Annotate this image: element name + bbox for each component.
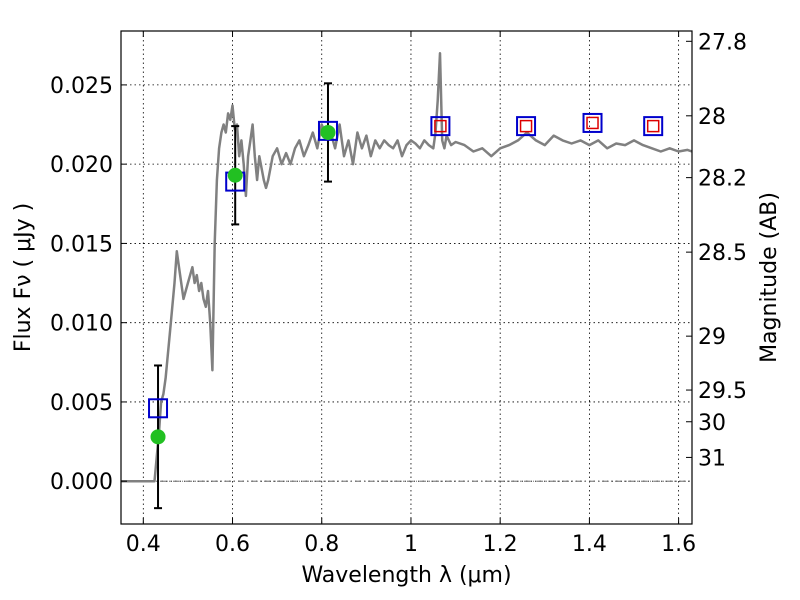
y2-tick-label: 30 [698, 411, 726, 436]
model-point-square [643, 116, 664, 137]
model-point-square [430, 116, 451, 137]
grid-lines [121, 31, 692, 524]
y-axis-label: Flux Fν ( μJy ) [11, 203, 36, 352]
plot-frame [120, 30, 693, 525]
x-tick-label: 1 [404, 532, 418, 557]
x-tick-label: 0.4 [126, 532, 161, 557]
x-tick-label: 1.6 [661, 532, 696, 557]
x-tick-label: 1.4 [572, 532, 607, 557]
y2-tick-label: 29 [698, 325, 726, 350]
y2-tick-label: 27.8 [698, 30, 747, 55]
y2-tick-label: 31 [698, 446, 726, 471]
y2-tick-label: 29.5 [698, 379, 747, 404]
y2-tick-label: 28.5 [698, 241, 747, 266]
y-tick-label: 0.005 [50, 391, 113, 416]
y2-axis-label: Magnitude (AB) [757, 192, 782, 363]
y-tick-labels: 0.000 0.005 0.010 0.015 0.020 0.025 [50, 74, 113, 495]
observed-point [320, 124, 336, 140]
model-point-square [516, 116, 537, 137]
y-tick-label: 0.010 [50, 312, 113, 337]
model-point-inner-square [519, 119, 533, 133]
observed-point [227, 167, 243, 183]
y-tick-label: 0.000 [50, 470, 113, 495]
observed-points [150, 124, 336, 445]
x-tick-label: 1.2 [483, 532, 518, 557]
y2-tick-label: 28 [698, 105, 726, 130]
x-tick-labels: 0.4 0.6 0.8 1 1.2 1.4 1.6 [126, 532, 696, 557]
observed-point [150, 429, 166, 445]
axis-ticks [121, 31, 692, 524]
x-axis-label: Wavelength λ (μm) [301, 563, 511, 588]
x-tick-label: 0.8 [304, 532, 339, 557]
model-point-inner-square [434, 119, 447, 133]
model-point-square [582, 112, 603, 133]
y-tick-label: 0.025 [50, 74, 113, 99]
x-tick-label: 0.6 [215, 532, 250, 557]
y2-tick-label: 28.2 [698, 167, 747, 192]
y-tick-label: 0.020 [50, 153, 113, 178]
y-tick-label: 0.015 [50, 232, 113, 257]
model-point-inner-square [586, 116, 599, 130]
model-points [148, 112, 664, 419]
spectrum-series-line [121, 51, 693, 483]
model-point-inner-square [646, 119, 660, 133]
y2-tick-labels: 27.8 28 28.2 28.5 29 29.5 30 31 [698, 30, 747, 471]
model-point-square [148, 398, 169, 419]
